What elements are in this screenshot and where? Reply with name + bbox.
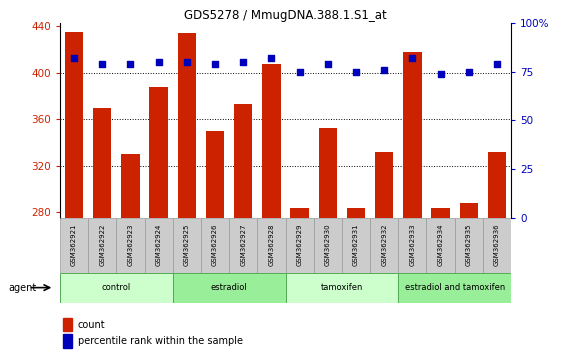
Bar xyxy=(427,218,455,273)
Bar xyxy=(291,209,309,218)
Text: GSM362921: GSM362921 xyxy=(71,224,77,267)
Point xyxy=(182,59,191,65)
Bar xyxy=(258,218,286,273)
Bar xyxy=(286,273,399,303)
Bar xyxy=(63,318,72,331)
Text: count: count xyxy=(78,320,105,330)
Bar xyxy=(116,218,144,273)
Bar xyxy=(88,218,116,273)
Bar xyxy=(375,152,393,218)
Text: GSM362926: GSM362926 xyxy=(212,224,218,267)
Point xyxy=(408,55,417,61)
Text: percentile rank within the sample: percentile rank within the sample xyxy=(78,336,243,346)
Bar xyxy=(173,218,201,273)
Bar xyxy=(319,129,337,218)
Text: GSM362928: GSM362928 xyxy=(268,224,275,267)
Bar xyxy=(178,33,196,218)
Bar xyxy=(206,131,224,218)
Point xyxy=(323,61,332,67)
Point xyxy=(267,55,276,61)
Bar xyxy=(63,334,72,348)
Bar xyxy=(455,218,483,273)
Text: GSM362936: GSM362936 xyxy=(494,224,500,267)
Bar xyxy=(313,218,342,273)
Bar xyxy=(65,32,83,218)
Title: GDS5278 / MmugDNA.388.1.S1_at: GDS5278 / MmugDNA.388.1.S1_at xyxy=(184,9,387,22)
Bar xyxy=(60,218,88,273)
Point xyxy=(380,67,389,73)
Point xyxy=(351,69,360,74)
Bar xyxy=(370,218,399,273)
Point xyxy=(295,69,304,74)
Bar xyxy=(262,64,280,218)
Point xyxy=(211,61,220,67)
Bar xyxy=(229,218,258,273)
Text: GSM362924: GSM362924 xyxy=(156,224,162,266)
Point xyxy=(464,69,473,74)
Text: GSM362929: GSM362929 xyxy=(296,224,303,267)
Point xyxy=(239,59,248,65)
Bar xyxy=(403,52,421,218)
Point xyxy=(126,61,135,67)
Text: GSM362934: GSM362934 xyxy=(437,224,444,267)
Text: GSM362927: GSM362927 xyxy=(240,224,246,267)
Text: GSM362932: GSM362932 xyxy=(381,224,387,267)
Point xyxy=(98,61,107,67)
Point xyxy=(436,71,445,76)
Bar xyxy=(60,273,173,303)
Bar xyxy=(286,218,313,273)
Text: GSM362931: GSM362931 xyxy=(353,224,359,267)
Bar xyxy=(483,218,511,273)
Text: GSM362933: GSM362933 xyxy=(409,224,415,267)
Bar xyxy=(399,273,511,303)
Bar xyxy=(173,273,286,303)
Bar xyxy=(150,87,168,218)
Text: tamoxifen: tamoxifen xyxy=(321,283,363,292)
Text: GSM362930: GSM362930 xyxy=(325,224,331,267)
Bar xyxy=(201,218,229,273)
Bar xyxy=(488,152,506,218)
Text: GSM362923: GSM362923 xyxy=(127,224,134,267)
Bar xyxy=(347,209,365,218)
Bar xyxy=(121,154,139,218)
Text: control: control xyxy=(102,283,131,292)
Text: GSM362922: GSM362922 xyxy=(99,224,105,266)
Bar xyxy=(144,218,173,273)
Bar xyxy=(432,209,450,218)
Point xyxy=(154,59,163,65)
Text: agent: agent xyxy=(9,282,37,293)
Text: estradiol: estradiol xyxy=(211,283,247,292)
Point xyxy=(492,61,501,67)
Text: GSM362935: GSM362935 xyxy=(466,224,472,267)
Point xyxy=(70,55,79,61)
Text: GSM362925: GSM362925 xyxy=(184,224,190,266)
Bar xyxy=(342,218,370,273)
Bar xyxy=(234,104,252,218)
Bar xyxy=(93,108,111,218)
Bar xyxy=(399,218,427,273)
Bar xyxy=(460,202,478,218)
Text: estradiol and tamoxifen: estradiol and tamoxifen xyxy=(404,283,505,292)
